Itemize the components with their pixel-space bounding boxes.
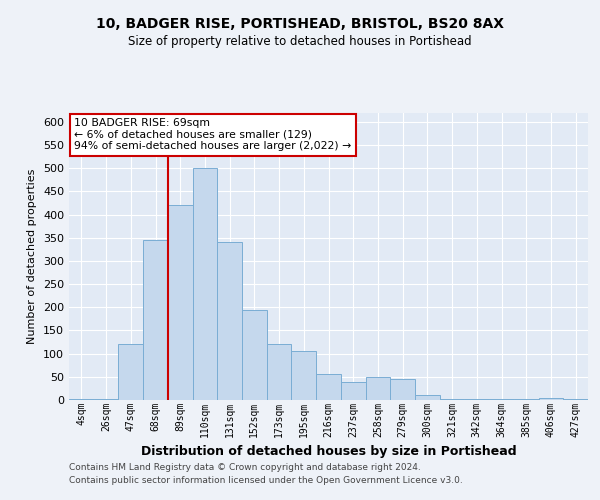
Text: 10 BADGER RISE: 69sqm
← 6% of detached houses are smaller (129)
94% of semi-deta: 10 BADGER RISE: 69sqm ← 6% of detached h… (74, 118, 351, 152)
Bar (514, 399, 539, 400)
Bar (217, 242, 242, 400)
Bar (316, 374, 341, 400)
Bar (242, 310, 267, 400)
Text: Contains public sector information licensed under the Open Government Licence v3: Contains public sector information licen… (69, 476, 463, 485)
Bar (118, 344, 143, 400)
Bar (193, 168, 217, 400)
Bar (390, 379, 415, 400)
Text: 10, BADGER RISE, PORTISHEAD, BRISTOL, BS20 8AX: 10, BADGER RISE, PORTISHEAD, BRISTOL, BS… (96, 18, 504, 32)
Bar (440, 399, 464, 400)
Bar (563, 399, 588, 400)
Bar (143, 240, 168, 400)
Bar (94, 399, 118, 400)
X-axis label: Distribution of detached houses by size in Portishead: Distribution of detached houses by size … (140, 445, 517, 458)
Bar (292, 352, 316, 400)
Bar (69, 399, 94, 400)
Bar (464, 399, 489, 400)
Bar (415, 396, 440, 400)
Bar (539, 398, 563, 400)
Bar (267, 344, 292, 400)
Bar (168, 205, 193, 400)
Y-axis label: Number of detached properties: Number of detached properties (28, 168, 37, 344)
Text: Contains HM Land Registry data © Crown copyright and database right 2024.: Contains HM Land Registry data © Crown c… (69, 462, 421, 471)
Bar (489, 399, 514, 400)
Text: Size of property relative to detached houses in Portishead: Size of property relative to detached ho… (128, 35, 472, 48)
Bar (365, 377, 390, 400)
Bar (341, 382, 365, 400)
